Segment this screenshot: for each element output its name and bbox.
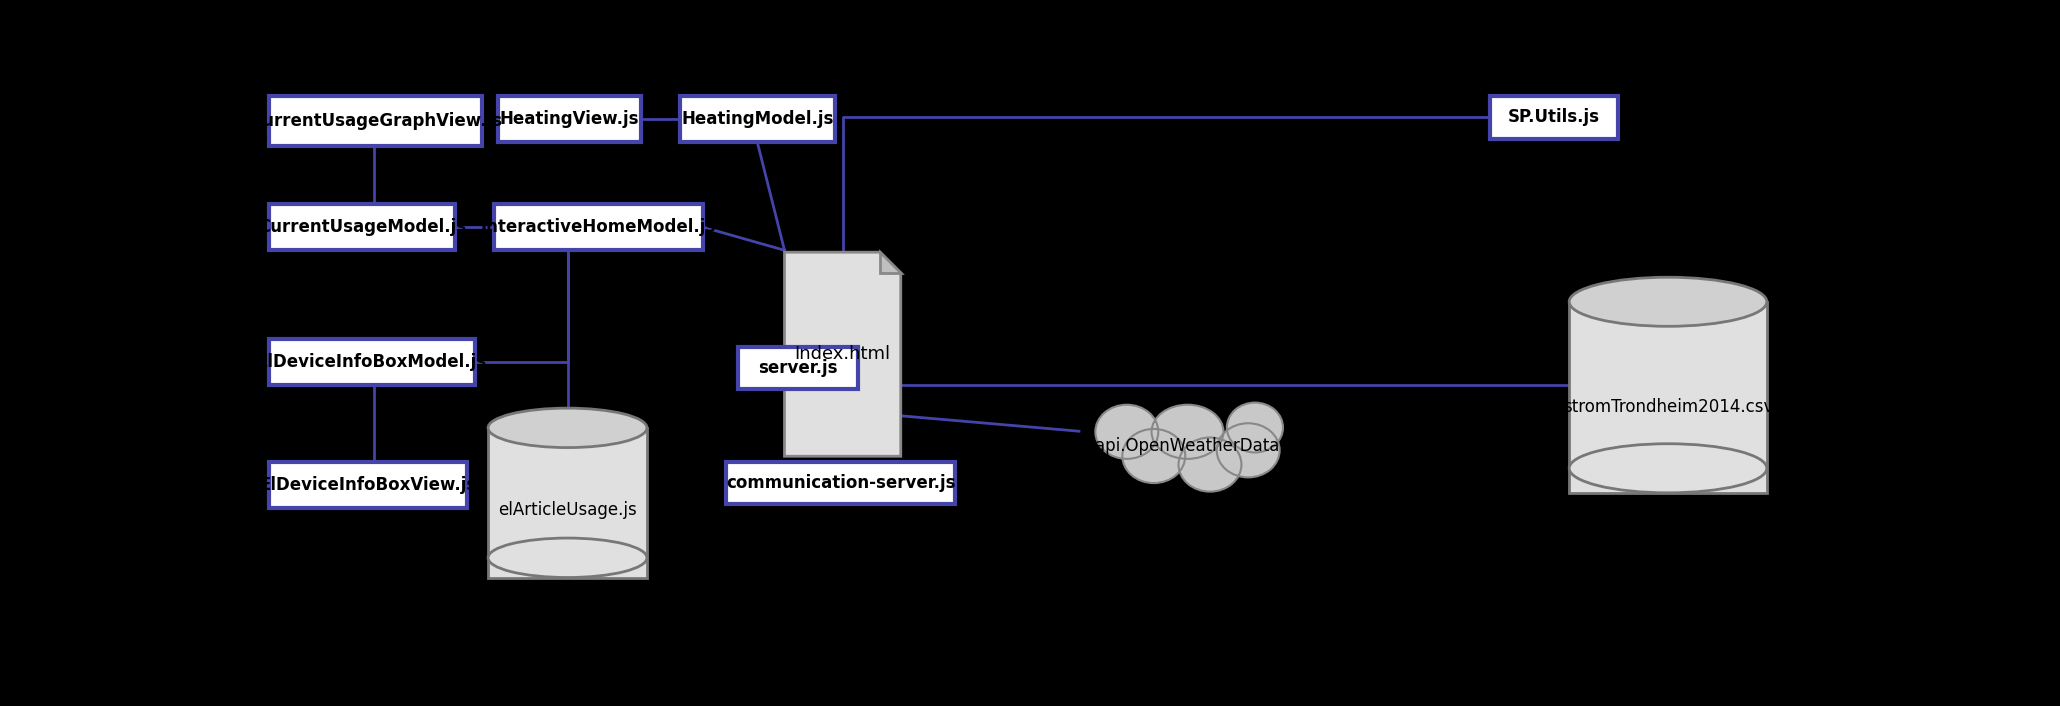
Bar bbox=[270, 96, 482, 146]
Text: stromTrondheim2014.csv: stromTrondheim2014.csv bbox=[1564, 397, 1774, 416]
Text: api.OpenWeatherData: api.OpenWeatherData bbox=[1096, 437, 1279, 455]
Bar bbox=[727, 462, 956, 504]
Ellipse shape bbox=[1570, 277, 1767, 326]
Bar bbox=[1570, 301, 1767, 493]
Ellipse shape bbox=[1096, 405, 1158, 459]
Bar bbox=[488, 428, 647, 578]
Bar bbox=[499, 96, 641, 143]
Bar bbox=[737, 347, 859, 389]
Ellipse shape bbox=[1178, 438, 1242, 491]
Text: communication-server.js: communication-server.js bbox=[725, 474, 956, 492]
Bar bbox=[270, 339, 474, 385]
Bar bbox=[494, 204, 702, 250]
Text: InteractiveHomeModel.js: InteractiveHomeModel.js bbox=[480, 218, 717, 237]
Text: CurrentUsageModel.js: CurrentUsageModel.js bbox=[258, 218, 466, 237]
Ellipse shape bbox=[488, 538, 647, 578]
Ellipse shape bbox=[1217, 424, 1279, 477]
Ellipse shape bbox=[1123, 429, 1184, 483]
Text: HeatingView.js: HeatingView.js bbox=[501, 110, 639, 128]
Text: HeatingModel.js: HeatingModel.js bbox=[682, 110, 834, 128]
Text: server.js: server.js bbox=[758, 359, 838, 377]
Text: ElDeviceInfoBoxModel.js: ElDeviceInfoBoxModel.js bbox=[258, 353, 486, 371]
Text: elArticleUsage.js: elArticleUsage.js bbox=[499, 501, 637, 519]
Ellipse shape bbox=[1570, 444, 1767, 493]
Bar bbox=[1489, 96, 1617, 138]
Ellipse shape bbox=[1228, 402, 1283, 453]
Polygon shape bbox=[785, 252, 900, 456]
Bar bbox=[680, 96, 834, 143]
Ellipse shape bbox=[1152, 405, 1224, 459]
Text: ElDeviceInfoBoxView.js: ElDeviceInfoBoxView.js bbox=[260, 476, 476, 494]
Text: Index.html: Index.html bbox=[795, 345, 890, 363]
Text: SP.Utils.js: SP.Utils.js bbox=[1508, 109, 1601, 126]
Text: CurrentUsageGraphView.js: CurrentUsageGraphView.js bbox=[249, 112, 503, 131]
Polygon shape bbox=[880, 252, 900, 273]
Ellipse shape bbox=[488, 408, 647, 448]
Bar bbox=[270, 462, 468, 508]
Bar bbox=[270, 204, 455, 250]
